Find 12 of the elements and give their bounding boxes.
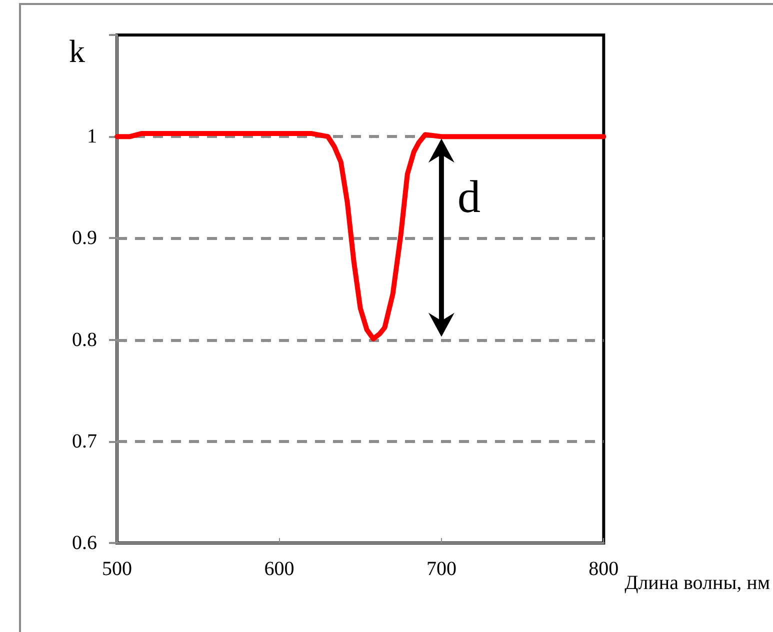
x-tick-label: 700 — [426, 558, 456, 580]
y-axis-title: k — [69, 33, 85, 69]
x-tick-label: 600 — [264, 558, 294, 580]
y-tick-label: 0.9 — [72, 227, 97, 250]
y-tick-label: 0.8 — [72, 328, 97, 351]
y-tick-label: 1 — [87, 126, 97, 148]
x-axis-title: Длина волны, нм — [624, 572, 770, 594]
annotation: d — [457, 170, 480, 222]
y-tick-label: 0.6 — [72, 532, 97, 554]
y-tick-label: 0.7 — [72, 430, 97, 452]
x-tick-label: 500 — [102, 558, 132, 580]
x-tick-label: 800 — [588, 558, 619, 580]
